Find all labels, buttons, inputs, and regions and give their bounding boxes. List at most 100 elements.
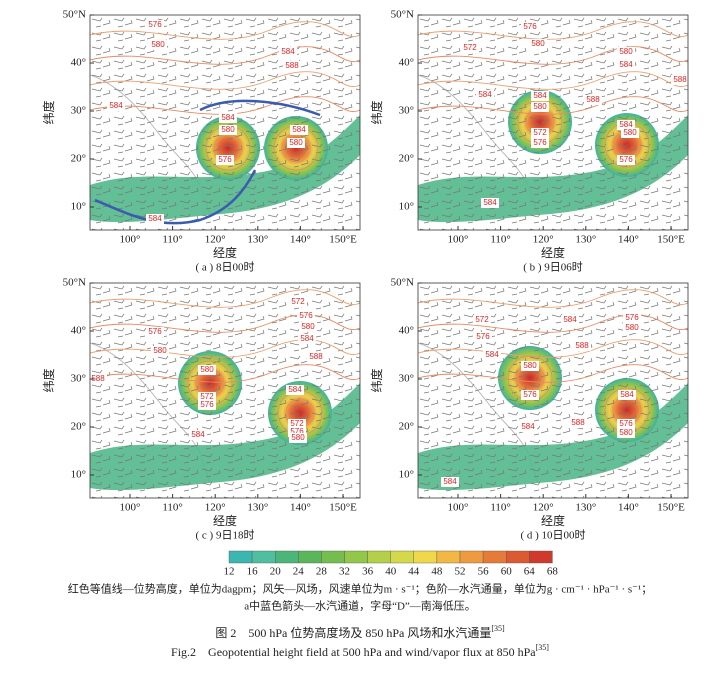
contour-label-bg	[299, 322, 317, 332]
contour-label-bg	[219, 113, 237, 123]
colorbar-tick-label: 60	[501, 566, 513, 578]
colorbar-box	[275, 550, 299, 564]
frame	[89, 282, 361, 499]
x-tick-label: 110°	[490, 234, 511, 246]
contour-label-bg	[521, 390, 539, 400]
contour-label-bg	[521, 361, 539, 371]
contour-label: 584	[521, 422, 535, 431]
contour-label-bg	[198, 400, 216, 410]
colorbar-box	[344, 550, 368, 564]
contour-line	[90, 289, 360, 308]
contour-label-bg	[617, 155, 635, 165]
y-tick-label: 40°	[71, 57, 86, 69]
panel-caption: ( d ) 10日00时	[520, 529, 585, 542]
contour-label-bg	[286, 385, 304, 395]
colorbar-tick-label: 32	[339, 566, 350, 578]
contour-label-bg	[617, 120, 635, 130]
colorbar-tick-label: 20	[270, 566, 282, 578]
colorbar-box	[413, 550, 438, 564]
caption-cn: 图 2 500 hPa 位势高度场及 850 hPa 风场和水汽通量[35]	[215, 624, 505, 640]
contour-label-bg	[474, 332, 492, 342]
x-tick-label: 100°	[120, 234, 141, 246]
contour-label: 584	[300, 334, 314, 343]
contour-label-bg	[584, 95, 602, 105]
contour-label: 580	[623, 128, 637, 137]
colorbar-tick-label: 16	[247, 566, 259, 578]
y-tick-label: 30°	[71, 373, 86, 385]
frame	[417, 282, 689, 499]
frame	[417, 14, 689, 231]
contour-label: 580	[301, 322, 315, 331]
contour-label: 572	[533, 128, 547, 137]
colorbar-tick-label: 24	[293, 566, 305, 578]
contour-label: 584	[483, 198, 497, 207]
y-tick-label: 50°N	[391, 277, 414, 289]
colorbar-box	[529, 550, 553, 564]
contour-label-bg	[198, 365, 216, 375]
x-tick-label: 150°E	[657, 234, 685, 246]
contour-label: 580	[625, 323, 639, 332]
contour-label: 588	[575, 341, 589, 350]
colorbar-tick-label: 52	[455, 566, 466, 578]
y-axis-label: 纬度	[41, 100, 56, 124]
contour-label-bg	[569, 418, 587, 428]
contour-label-bg	[519, 422, 537, 432]
contour-label: 576	[476, 332, 490, 341]
contour-line	[418, 96, 688, 115]
x-tick-label: 140°	[290, 502, 311, 514]
x-tick-label: 150°E	[657, 502, 685, 514]
contour-label: 580	[291, 433, 305, 442]
contour-label: 584	[619, 60, 633, 69]
contour-label-bg	[198, 392, 216, 402]
contour-label-bg	[290, 125, 308, 135]
y-tick-label: 20°	[71, 153, 86, 165]
contour-label: 576	[625, 313, 639, 322]
x-axis-label: 经度	[213, 513, 237, 528]
map-panel: 576 580 584 588 584 584 580 576 584 580 584 100° 110…	[41, 9, 361, 274]
contour-label-bg	[298, 334, 316, 344]
contour-label: 572	[200, 392, 214, 401]
contour-label-bg	[151, 346, 169, 356]
colorbar-box	[436, 550, 461, 564]
contour-label: 580	[619, 428, 633, 437]
y-tick-label: 50°N	[63, 9, 86, 21]
colorbar-tick-label: 68	[547, 566, 559, 578]
contour-label: 584	[221, 113, 235, 122]
contour-label: 584	[478, 90, 492, 99]
x-tick-label: 130°	[575, 234, 596, 246]
colorbar-tick-label: 36	[362, 566, 374, 578]
contour-line	[90, 96, 360, 115]
y-tick-label: 50°N	[63, 277, 86, 289]
y-axis-label: 纬度	[369, 368, 384, 392]
contour-label-bg	[529, 39, 547, 49]
x-tick-label: 110°	[490, 502, 511, 514]
contour-label: 588	[673, 75, 687, 84]
contour-label: 588	[309, 352, 323, 361]
x-tick-label: 140°	[618, 234, 639, 246]
contour-label-bg	[307, 352, 325, 362]
colorbar-tick-label: 28	[316, 566, 328, 578]
contour-label: 584	[288, 385, 302, 394]
colorbar-box	[321, 550, 345, 564]
x-tick-label: 120°	[205, 234, 226, 246]
wind-barbs	[90, 283, 360, 498]
contour-label: 584	[191, 430, 205, 439]
contour-label: 576	[533, 138, 547, 147]
caption-text: 图 2 500 hPa 位势高度场及 850 hPa 风场和水汽通量	[215, 625, 491, 640]
y-tick-label: 40°	[399, 325, 414, 337]
contour-label-bg	[146, 20, 164, 30]
contour-label: 584	[148, 214, 162, 223]
y-tick-label: 40°	[399, 57, 414, 69]
contour-label-bg	[279, 47, 297, 57]
contour-label: 572	[290, 419, 304, 428]
contour-label: 588	[91, 374, 105, 383]
contour-label-bg	[287, 138, 305, 148]
contour-label-bg	[531, 102, 549, 112]
x-tick-label: 140°	[618, 502, 639, 514]
contour-label-bg	[297, 311, 315, 321]
contour-label-bg	[617, 47, 635, 57]
x-tick-label: 150°E	[329, 502, 357, 514]
